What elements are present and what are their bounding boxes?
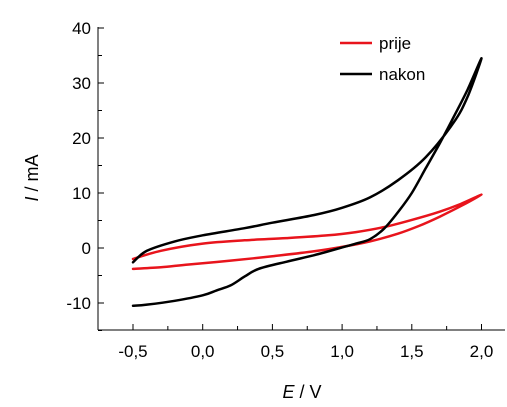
x-axis-ticks: -0,5 0,0 0,5 1,0 1,5 2,0 [118,324,493,361]
series-line-prije [131,193,483,271]
legend-label-prije: prije [379,34,411,53]
plot-frame [97,27,505,331]
y-tick-label: 30 [72,74,91,93]
x-tick-label: 1,0 [330,342,354,361]
y-tick-label: 20 [72,129,91,148]
legend-label-nakon: nakon [379,65,425,84]
legend: prije nakon [340,34,425,84]
series-line-nakon [131,57,483,308]
y-tick-label: 0 [82,239,91,258]
y-axis-title: I / mA [22,154,42,201]
x-tick-label: 0,5 [261,342,285,361]
x-tick-label: 1,5 [400,342,424,361]
series-layer [131,57,483,308]
x-tick-label: 0,0 [191,342,215,361]
x-tick-label: 2,0 [470,342,494,361]
x-tick-label: -0,5 [118,342,147,361]
y-tick-label: 10 [72,184,91,203]
x-axis-title: E / V [282,382,321,402]
y-axis-ticks: -10 0 10 20 30 40 [66,19,104,331]
y-tick-label: -10 [66,294,91,313]
y-tick-label: 40 [72,19,91,38]
